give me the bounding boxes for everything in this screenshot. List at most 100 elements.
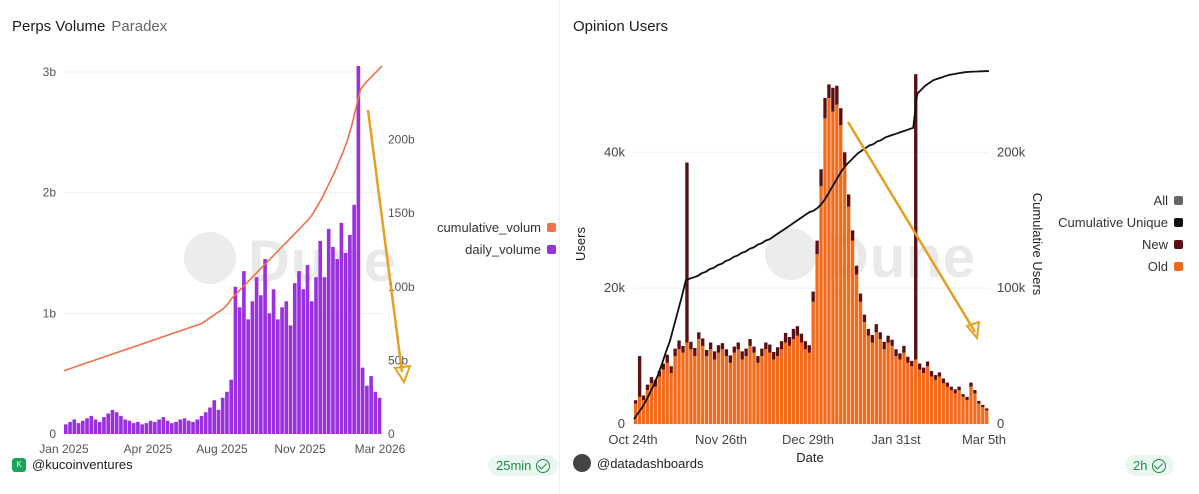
trend-arrow [846, 121, 977, 333]
chart-subtitle: Paradex [111, 18, 168, 35]
bar-new-users [969, 382, 973, 387]
bar-old-users [914, 359, 918, 424]
bar-daily-volume [297, 271, 301, 434]
bar-daily-volume [373, 391, 378, 434]
bar-new-users [728, 355, 733, 363]
bar-old-users [977, 403, 981, 424]
bar-old-users [756, 362, 760, 424]
refresh-badge[interactable]: 2h [1125, 455, 1175, 476]
legend-item[interactable]: Cumulative Unique [1033, 211, 1183, 233]
bar-new-users [878, 332, 882, 340]
bar-daily-volume [292, 283, 297, 434]
bar-old-users [705, 356, 709, 424]
bar-old-users [831, 111, 835, 424]
bar-old-users [890, 345, 894, 424]
perps-volume-chart: 0 1b 2b 3b 0 50b 100b 150b 200b Jan 2025 Apr 2025 A… [39, 65, 415, 456]
bar-new-users [701, 338, 705, 346]
bar-daily-volume [348, 234, 352, 434]
bar-new-users [945, 382, 949, 387]
bar-new-users [866, 328, 871, 336]
bar-daily-volume [182, 418, 187, 434]
bar-daily-volume [365, 385, 369, 434]
bar-new-users [981, 404, 985, 408]
y-right-tick-label: 150b [388, 206, 415, 220]
legend-swatch [547, 222, 556, 232]
bar-new-users [929, 371, 934, 377]
bar-new-users [708, 342, 713, 350]
bar-new-users [831, 87, 835, 112]
bar-old-users [981, 407, 985, 424]
legend-item[interactable]: daily_volume [410, 238, 556, 260]
bar-new-users [985, 408, 989, 411]
bar-new-users [634, 400, 638, 404]
bar-daily-volume [322, 277, 327, 434]
bar-new-users [669, 366, 673, 374]
bar-old-users [760, 356, 764, 424]
bar-new-users [906, 356, 910, 363]
bar-old-users [783, 342, 788, 424]
bar-old-users [929, 376, 934, 424]
legend-item[interactable]: New [1033, 233, 1183, 255]
bar-daily-volume [326, 228, 331, 434]
bar-new-users [716, 345, 721, 353]
y-left-tick-label: 40k [604, 144, 625, 159]
bar-daily-volume [208, 407, 212, 434]
chart-title: Perps Volume Paradex [12, 18, 167, 35]
bar-old-users [634, 403, 638, 424]
bar-daily-volume [85, 418, 89, 434]
bar-daily-volume [191, 421, 195, 434]
bar-daily-volume [280, 307, 284, 434]
bar-new-users [776, 347, 780, 357]
legend-item[interactable]: Old [1033, 255, 1183, 277]
legend-item[interactable]: All [1033, 189, 1183, 211]
bar-old-users [772, 359, 776, 424]
bar-new-users [724, 349, 729, 357]
chart-legend[interactable]: All Cumulative Unique New Old [1033, 189, 1183, 277]
bar-daily-volume [288, 325, 293, 434]
bar-new-users [756, 356, 760, 363]
bar-daily-volume [212, 400, 217, 434]
bar-daily-volume [178, 419, 183, 434]
bar-old-users [803, 349, 807, 424]
check-circle-icon [536, 458, 551, 473]
bar-daily-volume [186, 420, 191, 434]
bar-daily-volume [161, 417, 166, 434]
refresh-badge[interactable]: 25min [488, 455, 559, 476]
bar-new-users [783, 332, 788, 343]
bar-new-users [693, 347, 697, 357]
author[interactable]: @datadashboards [573, 454, 703, 472]
bar-old-users [799, 342, 804, 424]
bar-old-users [768, 352, 772, 424]
bar-old-users [752, 352, 756, 424]
bar-daily-volume [276, 319, 280, 434]
bar-new-users [641, 395, 646, 401]
bar-new-users [843, 152, 847, 166]
chart-legend[interactable]: cumulative_volum daily_volume [410, 216, 556, 260]
bar-daily-volume [170, 423, 174, 434]
bar-old-users [882, 349, 886, 424]
bar-daily-volume [225, 391, 229, 434]
bar-daily-volume [64, 424, 68, 434]
bar-daily-volume [229, 379, 233, 434]
bar-new-users [752, 346, 756, 353]
bar-old-users [866, 335, 871, 424]
bar-new-users [882, 341, 886, 350]
legend-item[interactable]: cumulative_volum [410, 216, 556, 238]
bar-new-users [673, 348, 677, 357]
bar-old-users [835, 104, 839, 425]
y-left-tick-label: 20k [604, 280, 625, 295]
bar-old-users [641, 400, 646, 424]
trend-arrow-head [393, 364, 412, 385]
bar-old-users [910, 366, 914, 424]
bar-daily-volume [114, 412, 119, 434]
author[interactable]: K @kucoinventures [12, 457, 133, 472]
line-cumulative-users [633, 70, 990, 420]
bar-old-users [665, 362, 669, 424]
bar-new-users [768, 344, 772, 353]
bar-daily-volume [254, 277, 259, 434]
bar-new-users [918, 363, 922, 370]
bar-new-users [886, 335, 890, 343]
bar-daily-volume [377, 397, 382, 434]
bar-new-users [661, 363, 665, 370]
refresh-time: 25min [496, 458, 532, 473]
